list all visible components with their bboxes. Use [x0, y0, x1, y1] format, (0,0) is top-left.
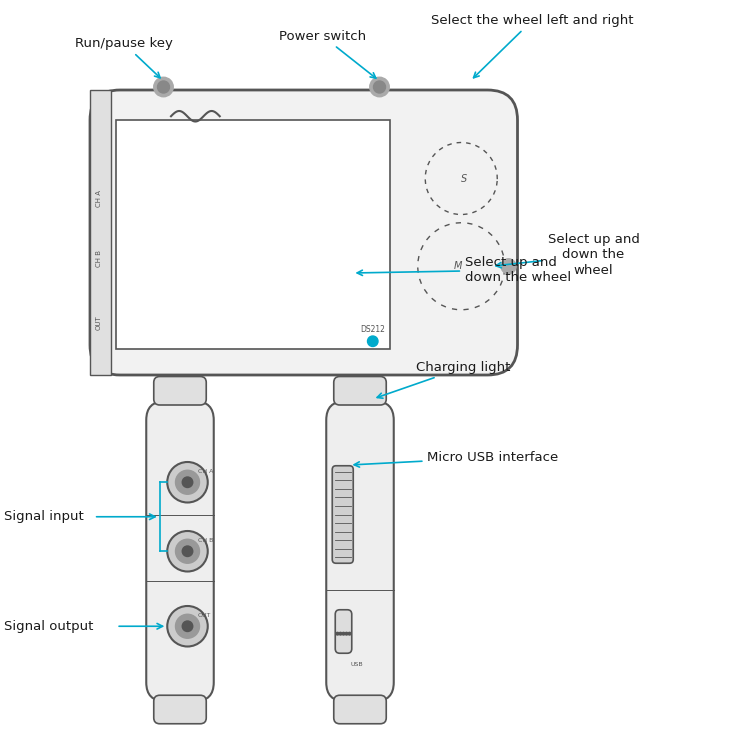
Circle shape — [154, 77, 173, 97]
Text: Charging light: Charging light — [377, 361, 511, 398]
Text: Signal input: Signal input — [4, 510, 83, 524]
Circle shape — [368, 336, 378, 346]
FancyBboxPatch shape — [334, 695, 386, 724]
Text: M: M — [454, 261, 463, 272]
Circle shape — [176, 614, 200, 638]
Text: Micro USB interface: Micro USB interface — [354, 451, 559, 467]
Circle shape — [348, 632, 351, 635]
Circle shape — [339, 632, 342, 635]
Text: DS212: DS212 — [360, 326, 386, 334]
Circle shape — [182, 546, 193, 556]
FancyBboxPatch shape — [90, 90, 518, 375]
Text: CH A: CH A — [198, 470, 213, 474]
Circle shape — [342, 632, 345, 635]
Bar — [116, 120, 390, 349]
Text: Select up and
down the
wheel: Select up and down the wheel — [496, 233, 639, 277]
Bar — [90, 90, 111, 375]
Text: CH B: CH B — [198, 538, 213, 543]
Circle shape — [374, 81, 386, 93]
FancyBboxPatch shape — [334, 376, 386, 405]
Circle shape — [167, 531, 208, 572]
Text: CH B: CH B — [96, 251, 102, 267]
Circle shape — [182, 477, 193, 488]
Text: Power switch: Power switch — [279, 29, 376, 78]
Text: Signal output: Signal output — [4, 620, 93, 633]
Circle shape — [158, 81, 170, 93]
Circle shape — [167, 462, 208, 503]
Text: Run/pause key: Run/pause key — [75, 37, 172, 78]
Text: Select up and
down the wheel: Select up and down the wheel — [357, 256, 572, 284]
FancyBboxPatch shape — [335, 610, 352, 653]
FancyBboxPatch shape — [332, 466, 353, 563]
Circle shape — [345, 632, 348, 635]
FancyBboxPatch shape — [146, 401, 214, 701]
Circle shape — [501, 259, 516, 274]
Circle shape — [336, 632, 339, 635]
Text: OUT: OUT — [96, 315, 102, 330]
Circle shape — [182, 621, 193, 632]
FancyBboxPatch shape — [326, 401, 394, 701]
Text: CH A: CH A — [96, 190, 102, 207]
Text: S: S — [461, 173, 467, 184]
Circle shape — [176, 539, 200, 563]
Text: OUT: OUT — [198, 614, 211, 618]
Text: Select the wheel left and right: Select the wheel left and right — [431, 13, 634, 78]
Circle shape — [370, 77, 389, 97]
Text: USB: USB — [351, 662, 363, 667]
Circle shape — [167, 606, 208, 646]
Circle shape — [176, 470, 200, 494]
FancyBboxPatch shape — [154, 695, 206, 724]
FancyBboxPatch shape — [154, 376, 206, 405]
